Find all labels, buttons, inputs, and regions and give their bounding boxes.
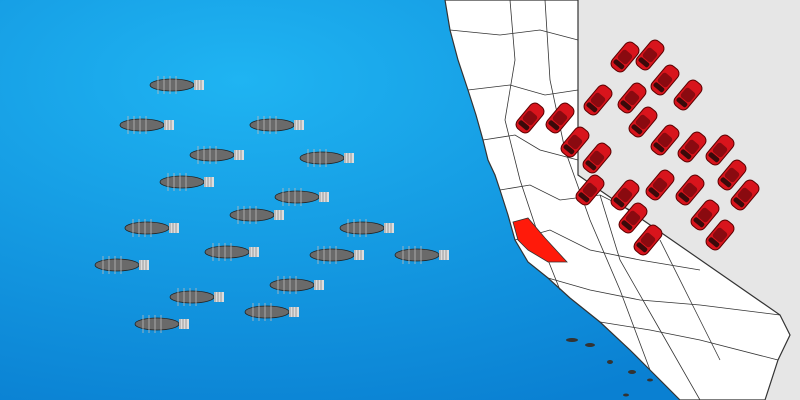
fish-icon — [299, 149, 354, 167]
car-icon — [650, 64, 680, 96]
fish-icon — [394, 246, 449, 264]
fish-icon — [169, 288, 224, 306]
car-icon — [650, 124, 680, 156]
car-icon — [582, 142, 612, 174]
car-icon — [628, 106, 658, 138]
car-icon — [617, 82, 647, 114]
fish-icon — [339, 219, 394, 237]
highlighted-county — [512, 217, 568, 263]
fish-icon — [189, 146, 244, 164]
fish-icon — [309, 246, 364, 264]
fish-icon — [94, 256, 149, 274]
car-icon — [717, 159, 747, 191]
fish-group — [94, 76, 449, 333]
fish-icon — [269, 276, 324, 294]
car-icon — [560, 126, 590, 158]
car-icon — [677, 131, 707, 163]
fish-icon — [249, 116, 304, 134]
car-icon — [675, 174, 705, 206]
car-icon — [610, 41, 640, 73]
fish-icon — [244, 303, 299, 321]
fish-icon — [119, 116, 174, 134]
fish-icon — [159, 173, 214, 191]
car-icon — [705, 219, 735, 251]
car-icon — [690, 199, 720, 231]
fish-icon — [229, 206, 284, 224]
car-icon — [618, 202, 648, 234]
car-icon — [575, 174, 605, 206]
car-icon — [545, 102, 575, 134]
fish-icon — [124, 219, 179, 237]
fish-icon — [134, 315, 189, 333]
car-icon — [673, 79, 703, 111]
car-icon — [705, 134, 735, 166]
car-icon — [633, 224, 663, 256]
islands — [566, 338, 653, 397]
car-icon — [610, 179, 640, 211]
car-icon — [635, 39, 665, 71]
car-icon — [730, 179, 760, 211]
cars-group — [515, 39, 760, 256]
fish-icon — [274, 188, 329, 206]
fish-icon — [149, 76, 204, 94]
fish-icon — [204, 243, 259, 261]
car-icon — [645, 169, 675, 201]
car-icon — [583, 84, 613, 116]
car-icon — [515, 102, 545, 134]
